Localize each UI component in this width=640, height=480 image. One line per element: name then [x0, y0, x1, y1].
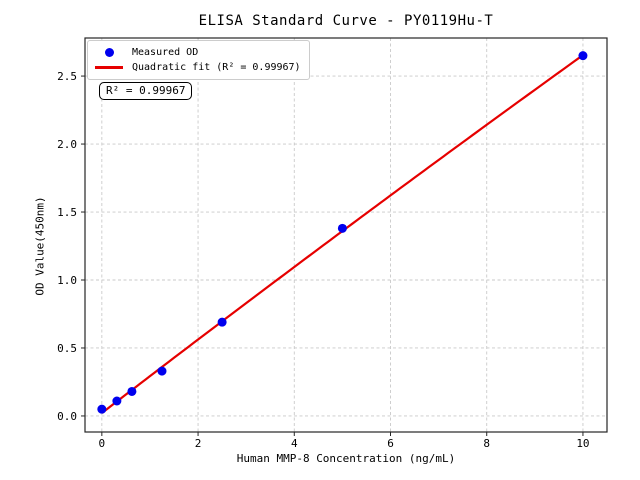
legend-handle: [94, 66, 124, 69]
chart-title: ELISA Standard Curve - PY0119Hu-T: [198, 13, 494, 29]
r-squared-annotation: R² = 0.99967: [99, 82, 193, 100]
y-tick-label: 2.0: [57, 138, 77, 151]
measured-od-point: [337, 223, 347, 233]
measured-od-point: [578, 51, 588, 61]
y-tick-label: 2.5: [57, 70, 77, 83]
measured-od-point: [97, 404, 107, 414]
axes-frame: [84, 37, 608, 433]
measured-od-marker-icon: [104, 48, 114, 57]
measured-od-point: [112, 396, 122, 406]
x-axis-label: Human MMP-8 Concentration (ng/mL): [236, 452, 456, 465]
legend-label-measured-od: Measured OD: [132, 47, 199, 58]
measured-od-point: [127, 386, 137, 396]
x-tick-label: 10: [576, 437, 589, 450]
legend-handle: [94, 48, 124, 57]
x-tick-label: 6: [387, 437, 394, 450]
legend-item-measured-od: Measured OD: [94, 45, 301, 60]
y-tick-label: 1.0: [57, 274, 77, 287]
quadratic-fit-line-icon: [95, 66, 123, 69]
x-tick-label: 0: [99, 437, 106, 450]
y-tick-label: 0.0: [57, 410, 77, 423]
y-tick-label: 1.5: [57, 206, 77, 219]
measured-od-point: [157, 366, 167, 376]
measured-od-point: [217, 317, 227, 327]
y-tick-label: 0.5: [57, 342, 77, 355]
legend: Measured OD Quadratic fit (R² = 0.99967): [87, 40, 310, 80]
x-tick-label: 8: [483, 437, 490, 450]
legend-item-quadratic-fit: Quadratic fit (R² = 0.99967): [94, 60, 301, 75]
quadratic-fit-line: [101, 54, 584, 414]
x-tick-label: 2: [195, 437, 202, 450]
x-tick-label: 4: [291, 437, 298, 450]
y-axis-label: OD Value(450nm): [33, 196, 47, 296]
legend-label-quadratic-fit: Quadratic fit (R² = 0.99967): [132, 62, 301, 73]
